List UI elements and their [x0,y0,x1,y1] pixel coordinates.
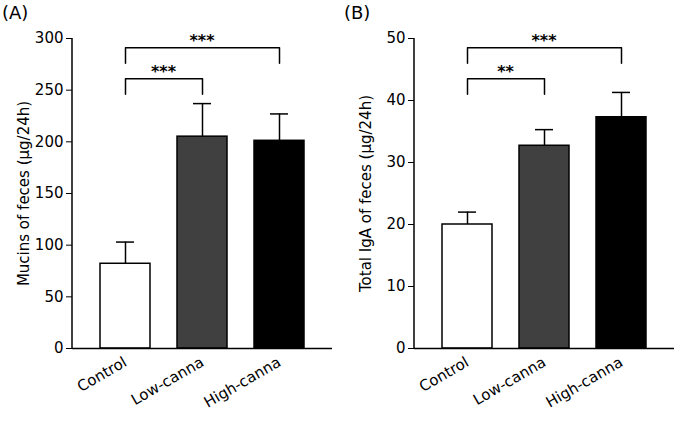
svg-text:High-canna: High-canna [543,353,626,411]
svg-text:Low-canna: Low-canna [470,353,549,409]
svg-text:250: 250 [35,81,64,99]
svg-text:0: 0 [396,339,406,357]
svg-text:Mucins of feces (μg/24h): Mucins of feces (μg/24h) [15,101,33,286]
svg-text:30: 30 [386,153,405,171]
svg-text:50: 50 [44,288,63,306]
svg-text:10: 10 [386,277,405,295]
svg-text:20: 20 [386,215,405,233]
svg-text:100: 100 [35,236,64,254]
svg-text:150: 150 [35,184,64,202]
svg-text:0: 0 [54,339,64,357]
svg-text:Control: Control [74,353,130,396]
svg-text:40: 40 [386,91,405,109]
svg-text:300: 300 [35,29,64,47]
svg-text:High-canna: High-canna [201,353,284,411]
html-text:(A): (A) [2,2,29,23]
svg-text:Low-canna: Low-canna [128,353,207,409]
svg-text:Control: Control [416,353,472,396]
svg-text:**: ** [497,62,514,81]
svg-text:200: 200 [35,133,64,151]
svg-text:Total IgA of feces (μg/24h): Total IgA of feces (μg/24h) [357,95,375,293]
svg-text:50: 50 [386,29,405,47]
svg-text:***: *** [531,31,557,50]
html-text:(B): (B) [344,2,371,23]
svg-text:***: *** [151,62,177,81]
svg-text:***: *** [189,31,215,50]
